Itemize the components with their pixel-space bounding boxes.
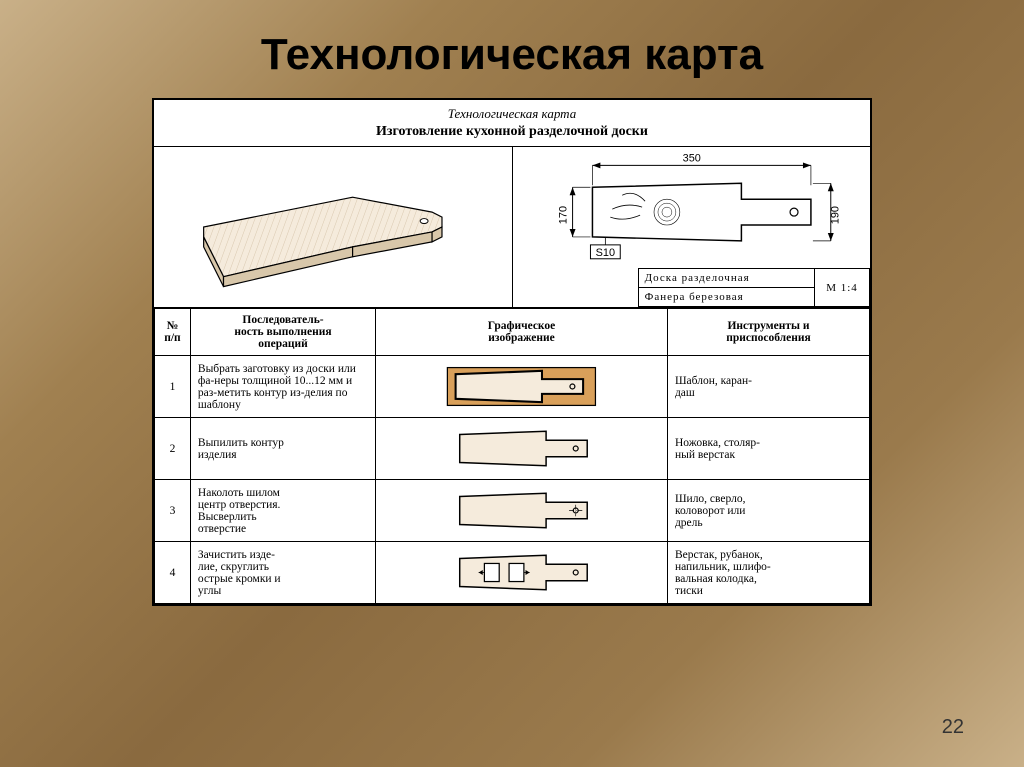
- col-header-graphic: Графическое изображение: [376, 309, 668, 356]
- row4-tools: Верстак, рубанок, напильник, шлифо- валь…: [667, 542, 869, 604]
- isometric-drawing: [154, 147, 513, 307]
- technical-drawing: 350 170: [513, 147, 871, 307]
- page-title: Технологическая карта: [50, 30, 974, 80]
- table-row: 2 Выпилить контур изделия Ножовка, столя…: [155, 418, 870, 480]
- operations-table: № п/п Последователь- ность выполнения оп…: [154, 308, 870, 604]
- row1-num: 1: [155, 356, 191, 418]
- row2-seq: Выпилить контур изделия: [190, 418, 375, 480]
- row2-num: 2: [155, 418, 191, 480]
- row2-tools: Ножовка, столяр- ный верстак: [667, 418, 869, 480]
- dim-height-right-label: 190: [829, 206, 841, 224]
- table-row: 3 Наколоть шилом центр отверстия. Высвер…: [155, 480, 870, 542]
- spec-name: Доска разделочная: [638, 269, 814, 288]
- dim-width-label: 350: [682, 152, 700, 164]
- row3-tools: Шило, сверло, коловорот или дрель: [667, 480, 869, 542]
- row4-seq: Зачистить изде- лие, скруглить острые кр…: [190, 542, 375, 604]
- col-header-tools: Инструменты и приспособления: [667, 309, 869, 356]
- row1-seq: Выбрать заготовку из доски или фа-неры т…: [190, 356, 375, 418]
- row1-tools: Шаблон, каран- даш: [667, 356, 869, 418]
- col-header-num: № п/п: [155, 309, 191, 356]
- row3-seq: Наколоть шилом центр отверстия. Высверли…: [190, 480, 375, 542]
- dim-height-left-label: 170: [557, 206, 569, 224]
- row3-num: 3: [155, 480, 191, 542]
- table-row: 1 Выбрать заготовку из доски или фа-неры…: [155, 356, 870, 418]
- row4-gfx: [376, 542, 668, 604]
- slide-container: Технологическая карта Технологическая ка…: [0, 0, 1024, 626]
- card-subheader: Изготовление кухонной разделочной доски: [154, 124, 870, 146]
- table-row: 4 Зачистить изде- лие, скруглить острые …: [155, 542, 870, 604]
- spec-material: Фанера березовая: [638, 288, 814, 307]
- row3-gfx: [376, 480, 668, 542]
- spec-table: Доска разделочная М 1:4 Фанера березовая: [638, 268, 870, 307]
- card-header: Технологическая карта: [154, 100, 870, 124]
- page-number: 22: [942, 716, 964, 739]
- row2-gfx: [376, 418, 668, 480]
- row4-num: 4: [155, 542, 191, 604]
- tech-card: Технологическая карта Изготовление кухон…: [152, 98, 872, 606]
- spec-scale: М 1:4: [815, 269, 870, 307]
- col-header-sequence: Последователь- ность выполнения операций: [190, 309, 375, 356]
- row1-gfx: [376, 356, 668, 418]
- drawings-row: 350 170: [154, 146, 870, 308]
- dim-thickness-label: S10: [595, 247, 614, 259]
